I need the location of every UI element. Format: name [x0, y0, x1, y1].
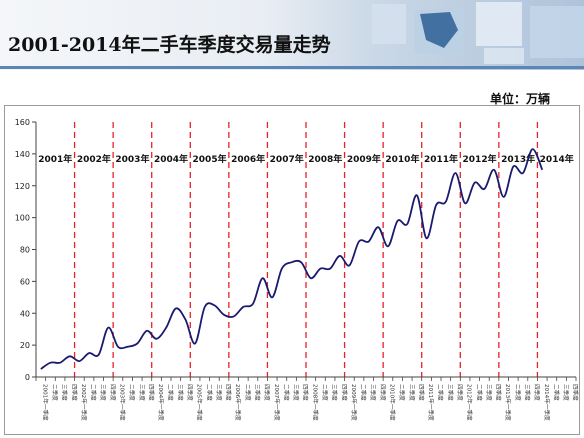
x-axis: 2001年一季度 二季度 三季度 四季度 2002年一季度 二季度 三季度 四季度 2003年一… — [35, 376, 579, 421]
x-category-label: 二季度 — [514, 384, 522, 401]
unit-label: 单位：万辆 — [489, 92, 550, 106]
y-tick-label: 100 — [15, 214, 30, 223]
x-category-label: 2010年一季度 — [388, 384, 396, 421]
x-category-label: 2005年一季度 — [196, 384, 204, 421]
year-label: 2002年 — [77, 153, 111, 165]
x-category-label: 2003年一季度 — [118, 384, 126, 421]
y-tick-label: 120 — [15, 182, 30, 191]
x-category-label: 2007年一季度 — [273, 384, 281, 421]
x-category-label: 四季度 — [533, 384, 541, 401]
x-category-label: 四季度 — [572, 384, 579, 401]
x-category-label: 三季度 — [99, 384, 107, 401]
x-category-label: 二季度 — [128, 384, 136, 401]
year-label: 2012年 — [463, 153, 497, 165]
x-category-label: 2006年一季度 — [234, 384, 242, 421]
x-category-label: 四季度 — [379, 384, 387, 401]
x-category-label: 二季度 — [167, 384, 175, 401]
header-decoration — [372, 2, 584, 64]
year-label: 2010年 — [385, 153, 419, 165]
year-label: 2001年 — [38, 153, 72, 165]
x-category-label: 二季度 — [321, 384, 329, 401]
year-label: 2003年 — [115, 153, 149, 165]
header-divider — [0, 66, 584, 69]
x-category-label: 二季度 — [475, 384, 483, 401]
year-label: 2005年 — [193, 153, 227, 165]
x-category-label: 四季度 — [417, 384, 425, 401]
x-category-label: 二季度 — [398, 384, 406, 401]
x-category-label: 四季度 — [495, 384, 503, 401]
x-category-label: 2009年一季度 — [350, 384, 358, 421]
y-tick-label: 40 — [20, 309, 30, 318]
year-label: 2011年 — [424, 153, 458, 165]
x-category-label: 二季度 — [437, 384, 445, 401]
x-category-label: 2012年一季度 — [466, 384, 474, 421]
x-category-label: 2002年一季度 — [80, 384, 88, 421]
x-category-label: 四季度 — [186, 384, 194, 401]
year-label: 2006年 — [231, 153, 265, 165]
chart-frame: 0 20 40 60 80 100 120 140 160 2001年 2002年 2003年 200… — [4, 105, 580, 435]
x-category-label: 四季度 — [70, 384, 78, 401]
year-label: 2007年 — [270, 153, 304, 165]
year-label: 2004年 — [154, 153, 188, 165]
series — [40, 148, 544, 370]
x-category-label: 二季度 — [244, 384, 252, 401]
x-category-label: 2004年一季度 — [157, 384, 165, 421]
x-category-label: 二季度 — [282, 384, 290, 401]
x-category-label: 三季度 — [485, 384, 493, 401]
x-category-label: 三季度 — [523, 384, 531, 401]
x-category-label: 四季度 — [147, 384, 155, 401]
y-tick-label: 80 — [20, 246, 30, 255]
x-category-label: 三季度 — [215, 384, 223, 401]
year-label: 2008年 — [308, 153, 342, 165]
x-category-label: 四季度 — [302, 384, 310, 401]
y-tick-label: 20 — [20, 341, 30, 350]
page-title: 2001-2014年二手车季度交易量走势 — [8, 34, 331, 56]
x-category-label: 三季度 — [408, 384, 416, 401]
x-category-label: 四季度 — [340, 384, 348, 401]
x-category-label: 三季度 — [369, 384, 377, 401]
x-category-label: 二季度 — [205, 384, 213, 401]
line-chart: 0 20 40 60 80 100 120 140 160 2001年 2002年 2003年 200… — [15, 118, 579, 421]
x-category-label: 三季度 — [176, 384, 184, 401]
y-tick-label: 0 — [25, 373, 30, 382]
page-header: 2001-2014年二手车季度交易量走势 — [0, 0, 584, 70]
x-category-label: 四季度 — [109, 384, 117, 401]
x-category-label: 2014年一季度 — [543, 384, 551, 421]
year-label: 2009年 — [347, 153, 381, 165]
x-category-label: 2001年一季度 — [41, 384, 49, 421]
x-category-label: 2013年一季度 — [504, 384, 512, 421]
x-category-label: 三季度 — [292, 384, 300, 401]
x-category-label: 四季度 — [225, 384, 233, 401]
x-category-label: 二季度 — [552, 384, 560, 401]
y-tick-label: 140 — [15, 150, 30, 159]
series-line — [40, 148, 544, 370]
y-axis: 0 20 40 60 80 100 120 140 160 — [15, 118, 37, 382]
x-category-label: 三季度 — [138, 384, 146, 401]
x-category-label: 三季度 — [562, 384, 570, 401]
x-category-label: 三季度 — [331, 384, 339, 401]
y-tick-label: 160 — [15, 118, 30, 127]
x-category-label: 四季度 — [263, 384, 271, 401]
y-tick-label: 60 — [20, 277, 30, 286]
x-category-label: 2008年一季度 — [311, 384, 319, 421]
x-category-label: 四季度 — [456, 384, 464, 401]
x-category-label: 二季度 — [90, 384, 98, 401]
x-category-label: 三季度 — [61, 384, 69, 401]
x-category-label: 三季度 — [446, 384, 454, 401]
x-category-label: 二季度 — [360, 384, 368, 401]
x-category-label: 2011年一季度 — [427, 384, 435, 421]
year-label: 2014年 — [540, 153, 574, 165]
x-category-label: 二季度 — [51, 384, 59, 401]
x-category-label: 三季度 — [253, 384, 261, 401]
